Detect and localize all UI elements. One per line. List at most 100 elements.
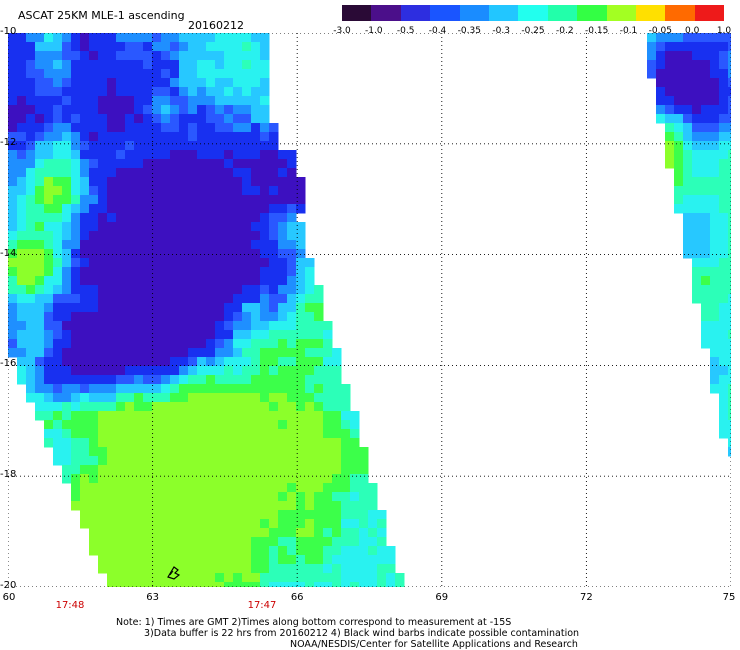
- swath-cell: [665, 42, 675, 52]
- swath-cell: [665, 105, 675, 115]
- swath-cell: [170, 285, 180, 295]
- swath-cell: [233, 411, 243, 421]
- swath-cell: [260, 456, 270, 466]
- swath-cell: [134, 276, 144, 286]
- swath-cell: [62, 411, 72, 421]
- swath-cell: [170, 582, 180, 587]
- swath-cell: [98, 168, 108, 178]
- swath-cell: [116, 582, 126, 587]
- swath-cell: [107, 159, 117, 169]
- swath-cell: [188, 69, 198, 79]
- swath-cell: [206, 141, 216, 151]
- swath-cell: [179, 105, 189, 115]
- swath-cell: [116, 78, 126, 88]
- swath-cell: [44, 330, 54, 340]
- swath-cell: [233, 276, 243, 286]
- swath-cell: [134, 231, 144, 241]
- swath-cell: [197, 330, 207, 340]
- swath-cell: [242, 222, 252, 232]
- swath-cell: [161, 87, 171, 97]
- swath-cell: [296, 339, 306, 349]
- swath-cell: [143, 213, 153, 223]
- swath-cell: [251, 519, 261, 529]
- swath-cell: [269, 312, 279, 322]
- swath-cell: [692, 276, 702, 286]
- swath-cell: [260, 339, 270, 349]
- swath-cell: [134, 222, 144, 232]
- swath-cell: [287, 267, 297, 277]
- swath-cell: [89, 294, 99, 304]
- swath-cell: [26, 303, 36, 313]
- swath-cell: [314, 510, 324, 520]
- swath-cell: [323, 573, 333, 583]
- swath-cell: [62, 339, 72, 349]
- swath-cell: [287, 519, 297, 529]
- wind-barb-icon: [167, 566, 181, 580]
- swath-cell: [692, 231, 702, 241]
- swath-cell: [188, 456, 198, 466]
- swath-cell: [215, 456, 225, 466]
- swath-cell: [89, 312, 99, 322]
- swath-cell: [53, 87, 63, 97]
- swath-cell: [269, 267, 279, 277]
- swath-cell: [710, 303, 720, 313]
- swath-cell: [80, 78, 90, 88]
- swath-cell: [179, 51, 189, 61]
- swath-cell: [719, 168, 729, 178]
- swath-cell: [296, 447, 306, 457]
- swath-cell: [233, 555, 243, 565]
- swath-cell: [179, 78, 189, 88]
- swath-cell: [125, 420, 135, 430]
- swath-cell: [251, 357, 261, 367]
- swath-cell: [116, 141, 126, 151]
- swath-cell: [107, 546, 117, 556]
- swath-cell: [278, 195, 288, 205]
- swath-cell: [701, 150, 711, 160]
- swath-cell: [269, 285, 279, 295]
- swath-cell: [710, 213, 720, 223]
- swath-cell: [683, 195, 693, 205]
- swath-cell: [44, 150, 54, 160]
- swath-cell: [179, 330, 189, 340]
- swath-cell: [89, 411, 99, 421]
- swath-cell: [17, 42, 27, 52]
- swath-cell: [197, 33, 207, 43]
- swath-cell: [251, 177, 261, 187]
- swath-cell: [107, 114, 117, 124]
- swath-cell: [350, 483, 360, 493]
- swath-cell: [197, 366, 207, 376]
- swath-cell: [206, 222, 216, 232]
- swath-cell: [134, 447, 144, 457]
- swath-cell: [35, 150, 45, 160]
- swath-cell: [170, 114, 180, 124]
- swath-cell: [44, 267, 54, 277]
- swath-cell: [188, 285, 198, 295]
- swath-cell: [692, 258, 702, 268]
- swath-cell: [80, 456, 90, 466]
- swath-cell: [62, 420, 72, 430]
- swath-cell: [728, 186, 731, 196]
- swath-cell: [80, 510, 90, 520]
- swath-cell: [350, 429, 360, 439]
- swath-cell: [8, 294, 18, 304]
- colorbar-segment: [371, 5, 401, 21]
- latitude-label: -18: [0, 469, 17, 481]
- swath-cell: [683, 87, 693, 97]
- swath-cell: [143, 447, 153, 457]
- swath-cell: [251, 492, 261, 502]
- swath-cell: [26, 123, 36, 133]
- swath-cell: [647, 33, 657, 43]
- swath-cell: [206, 501, 216, 511]
- swath-cell: [179, 555, 189, 565]
- swath-cell: [269, 384, 279, 394]
- swath-cell: [134, 582, 144, 587]
- swath-cell: [125, 384, 135, 394]
- swath-cell: [98, 375, 108, 385]
- swath-cell: [89, 267, 99, 277]
- swath-cell: [215, 411, 225, 421]
- swath-cell: [728, 402, 731, 412]
- swath-cell: [323, 348, 333, 358]
- swath-cell: [188, 429, 198, 439]
- swath-cell: [683, 51, 693, 61]
- swath-cell: [107, 393, 117, 403]
